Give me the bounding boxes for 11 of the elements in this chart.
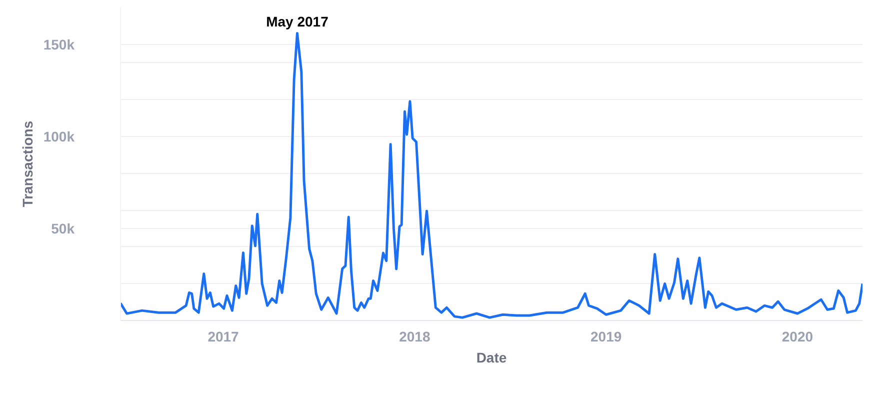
- y-tick-label: 100k: [43, 128, 75, 144]
- line-series: [120, 32, 862, 319]
- y-axis-title: Transactions: [19, 120, 36, 208]
- y-tick-label: 150k: [43, 36, 75, 52]
- x-tick-label: 2017: [208, 328, 240, 344]
- x-tick-label: 2018: [399, 328, 430, 344]
- x-axis-title: Date: [476, 350, 507, 366]
- x-tick-label: 2020: [782, 328, 814, 344]
- x-tick-label: 2019: [590, 328, 622, 344]
- annotation: May 2017: [266, 13, 329, 30]
- y-tick-label: 50k: [51, 220, 75, 236]
